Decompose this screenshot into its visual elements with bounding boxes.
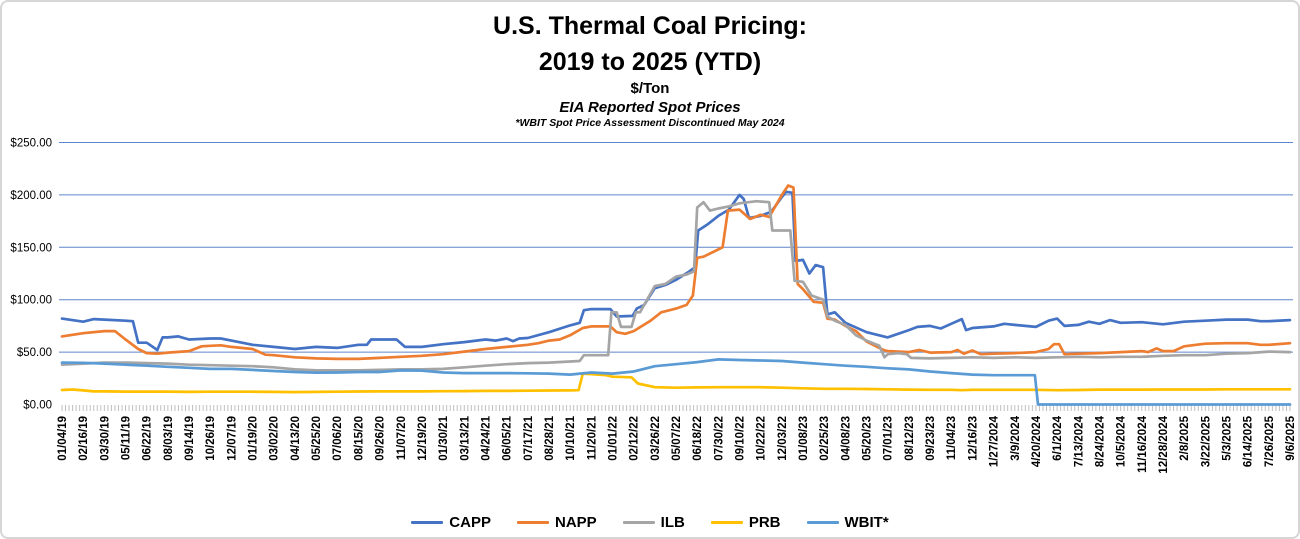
y-axis-tick-label: $150.00 xyxy=(10,242,52,254)
x-axis-tick-label: 09/10/22 xyxy=(735,416,747,461)
y-axis-tick-label: $200.00 xyxy=(10,190,52,202)
legend-label-napp: NAPP xyxy=(554,514,597,531)
legend-label-prb: PRB xyxy=(748,514,781,531)
x-axis-tick-label: 04/24/21 xyxy=(480,415,492,460)
x-axis-tick-label: 11/04/23 xyxy=(946,416,958,460)
y-axis-tick-label: $250.00 xyxy=(10,138,52,150)
x-axis-tick-label: 8/24/2024 xyxy=(1094,415,1106,467)
x-axis-tick-label: 01/30/21 xyxy=(438,415,450,460)
legend-swatch-ilb xyxy=(622,520,655,525)
x-axis-tick-label: 04/13/20 xyxy=(290,416,302,461)
x-axis-tick-label: 6/1/2024 xyxy=(1052,415,1064,460)
x-axis-tick-label: 03/13/21 xyxy=(459,415,471,460)
x-axis-tick-label: 12/16/23 xyxy=(967,416,979,461)
x-axis-tick-label: 11/16/2024 xyxy=(1137,415,1149,473)
x-axis-tick-label: 01/19/20 xyxy=(248,416,260,461)
x-axis-tick-label: 08/12/23 xyxy=(904,416,916,461)
series-line-prb xyxy=(60,372,1292,394)
y-axis-tick-label: $50.00 xyxy=(17,347,52,359)
x-axis-tick-label: 03/30/19 xyxy=(99,416,111,461)
legend-swatch-capp xyxy=(411,520,444,525)
x-axis-tick-label: 6/14/2025 xyxy=(1243,415,1255,467)
x-axis-tick-label: 10/26/19 xyxy=(205,416,217,461)
legend-swatch-napp xyxy=(516,520,549,525)
legend-label-capp: CAPP xyxy=(449,514,491,531)
y-axis-tick-label: $0.00 xyxy=(23,400,52,412)
x-axis-tick-label: 05/07/22 xyxy=(671,416,683,461)
legend-item-wbit: WBIT* xyxy=(806,514,889,531)
x-axis-tick-label: 7/13/2024 xyxy=(1073,415,1085,467)
x-axis-tick-label: 08/15/20 xyxy=(353,416,365,461)
legend-swatch-wbit xyxy=(806,520,839,525)
x-axis-tick-label: 1/27/2024 xyxy=(989,415,1001,467)
x-axis-tick-label: 06/05/21 xyxy=(502,415,514,460)
x-axis-tick-label: 4/20/2024 xyxy=(1031,415,1043,467)
x-axis-tick-label: 12/28/2024 xyxy=(1158,415,1170,473)
x-axis-tick-label: 09/14/19 xyxy=(184,416,196,461)
x-axis-tick-label: 01/08/23 xyxy=(798,416,810,461)
x-axis-tick-label: 06/22/19 xyxy=(142,416,154,461)
legend-item-capp: CAPP xyxy=(411,514,491,531)
x-axis-tick-label: 05/11/19 xyxy=(121,416,133,460)
x-axis-tick-label: 12/07/19 xyxy=(226,416,238,461)
x-axis-tick-label: 07/01/23 xyxy=(883,416,895,461)
legend-swatch-prb xyxy=(710,520,743,525)
series-line-wbit xyxy=(60,358,1292,406)
x-axis-tick-label: 10/5/2024 xyxy=(1116,415,1128,467)
x-axis-tick-label: 03/02/20 xyxy=(269,416,281,461)
x-axis-tick-label: 2/8/2025 xyxy=(1179,415,1191,460)
x-axis-tick-label: 04/08/23 xyxy=(840,416,852,461)
x-axis-tick-label: 07/30/22 xyxy=(713,416,725,461)
legend-label-wbit: WBIT* xyxy=(844,514,889,531)
x-axis-tick-label: 05/25/20 xyxy=(311,416,323,461)
x-axis-tick-label: 02/16/19 xyxy=(78,416,90,461)
series-line-capp xyxy=(60,190,1292,352)
x-axis-tick-label: 11/07/20 xyxy=(396,416,408,460)
x-axis-tick-label: 7/26/2025 xyxy=(1264,415,1276,467)
x-axis-tick-label: 07/06/20 xyxy=(332,416,344,461)
x-axis-tick-label: 9/6/2025 xyxy=(1285,415,1297,460)
series-line-ilb xyxy=(60,199,1292,372)
x-axis-tick-label: 08/03/19 xyxy=(163,416,175,461)
x-axis-tick-label: 3/22/2025 xyxy=(1200,415,1212,467)
x-axis-tick-label: 5/3/2025 xyxy=(1221,415,1233,460)
x-axis-tick-label: 09/26/20 xyxy=(375,416,387,461)
x-axis-tick-label: 08/28/21 xyxy=(544,415,556,460)
x-axis-tick-label: 02/25/23 xyxy=(819,416,831,461)
x-axis-tick-label: 02/12/22 xyxy=(629,416,641,461)
x-axis-tick-label: 09/23/23 xyxy=(925,416,937,461)
legend-item-prb: PRB xyxy=(710,514,781,531)
x-axis-tick-label: 12/03/22 xyxy=(777,416,789,461)
x-axis-tick-label: 07/17/21 xyxy=(523,415,535,460)
legend-item-ilb: ILB xyxy=(622,514,685,531)
x-axis-tick-label: 10/10/21 xyxy=(565,415,577,460)
x-axis-tick-label: 06/18/22 xyxy=(692,416,704,461)
legend-item-napp: NAPP xyxy=(516,514,597,531)
series-line-napp xyxy=(60,184,1292,361)
x-axis-tick-label: 10/22/22 xyxy=(756,416,768,461)
y-axis-tick-label: $100.00 xyxy=(10,295,52,307)
x-axis-tick-label: 12/19/20 xyxy=(417,416,429,461)
x-axis-tick-label: 11/20/21 xyxy=(586,415,598,460)
x-axis-tick-label: 01/04/19 xyxy=(57,416,69,461)
x-axis-tick-label: 05/20/23 xyxy=(862,416,874,461)
legend-label-ilb: ILB xyxy=(660,514,685,531)
x-axis-tick-label: 03/26/22 xyxy=(650,416,662,461)
x-axis-tick-label: 3/9/2024 xyxy=(1010,415,1022,460)
chart-legend: CAPP NAPP ILB PRB WBIT* xyxy=(2,514,1298,531)
x-axis-tick-label: 01/01/22 xyxy=(607,416,619,461)
